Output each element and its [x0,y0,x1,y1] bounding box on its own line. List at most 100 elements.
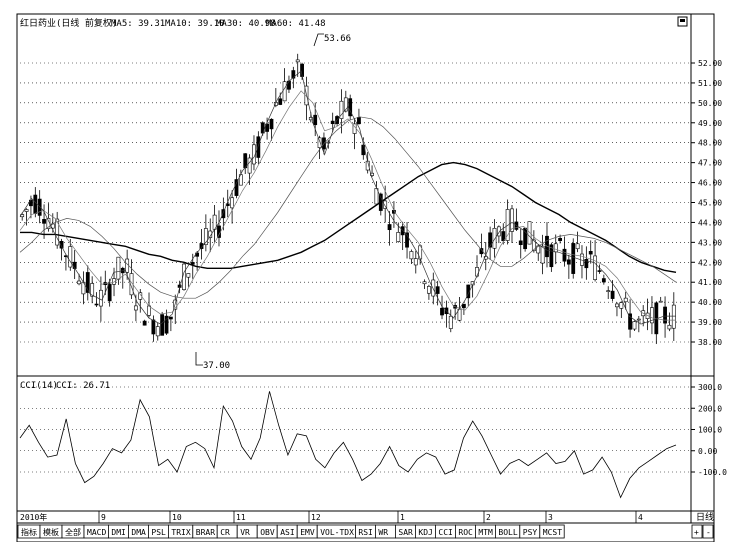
price-annotations: 53.66 37.00 [195,33,351,371]
tab-label: MTM [478,528,493,537]
candle-body [221,209,226,219]
candle-body [265,123,269,132]
tab-label: RSI [358,528,373,537]
candle-body [55,218,60,246]
candle-body [313,114,318,126]
cci-tick-label: 200.0 [698,404,722,413]
candle-body [475,267,479,277]
time-label: 11 [236,513,246,522]
price-tick-label: 39.00 [698,318,722,327]
candle-body [317,137,322,148]
candle-body [42,219,46,224]
candle-body [584,258,589,269]
candle-body [435,286,440,294]
tab-label: MCST [543,528,562,537]
candle-body [527,221,532,245]
candle-body [610,290,615,299]
ma-line-ma5 [19,70,676,325]
zoom-in-button[interactable] [691,524,703,539]
candle-body [33,194,38,214]
candle-body [623,297,628,303]
price-tick-label: 47.00 [698,159,722,168]
candle-body [295,59,300,63]
zoom-out-button[interactable] [702,524,714,539]
candle-body [413,258,418,266]
candle-body [133,305,138,311]
candle-body [151,319,156,335]
indicator-name: CCI(14) [20,381,58,391]
low-marker [195,352,203,366]
cci-line [19,391,677,499]
zoom-in-label: + [694,528,699,537]
candle-body [531,239,536,252]
candle-body [422,281,427,285]
tab-label: 指标 [21,527,37,537]
cci-axis: 300.0 200.0 100.0 0.00 -100.0 [691,383,727,477]
tab-label: BOLL [498,528,517,537]
candle-body [85,272,90,293]
candle-body [308,117,313,121]
time-label: 3 [548,513,553,522]
candle-body [90,283,95,297]
candle-body [588,251,593,255]
candle-body [217,225,221,238]
candle-body [483,256,488,260]
candle-body [405,232,409,248]
candle-body [663,306,667,324]
candle-body [628,313,632,330]
candle-body [562,248,567,262]
ma-line-ma10 [19,90,676,321]
candle-body [518,240,523,246]
period-label: 日线 [696,511,714,523]
price-tick-label: 50.00 [698,99,722,108]
cci-gridlines [20,386,690,473]
candle-body [190,262,195,265]
candle-body [64,255,68,258]
tab-label: DMI [111,528,126,537]
chart-border [16,13,715,543]
candle-body [59,240,64,249]
time-label: 10 [172,513,182,522]
candle-body [203,228,208,245]
candle-body [505,209,510,241]
time-label: 9 [101,513,106,522]
candle-body [256,136,261,158]
tab-label: VR [240,528,250,537]
candle-body [247,157,252,174]
candle-body [658,300,663,303]
candle-body [278,98,283,105]
ma10-readout: MA10: 39.10 [165,19,225,29]
candle-body [77,280,81,285]
candle-body [269,118,274,130]
ma-line-ma30 [19,116,677,299]
candle-body [540,245,545,264]
time-label: 1 [400,513,405,522]
candle-body [291,70,296,79]
tab-label: ASI [280,528,295,537]
candle-body [601,278,606,283]
price-tick-label: 42.00 [698,258,722,267]
price-tick-label: 46.00 [698,179,722,188]
tab-mcst[interactable] [539,524,565,539]
price-tick-label: 43.00 [698,238,722,247]
candle-body [287,80,291,90]
ma5-readout: MA5: 39.31 [111,19,165,29]
zoom-out-label: - [706,528,711,537]
price-tick-label: 52.00 [698,59,722,68]
price-tick-label: 45.00 [698,199,722,208]
candle-body [155,326,160,337]
candle-body [636,318,641,321]
candle-body [24,209,29,212]
candle-body [566,259,571,265]
tab-label: KDJ [418,528,432,537]
candle-body [330,120,335,125]
tab-label: PSY [523,528,538,537]
candle-body [339,100,344,119]
tab-label: OBV [260,528,275,537]
candle-body [409,251,414,260]
candle-body [466,284,471,299]
ma-line-ma60 [20,161,677,273]
candle-body [549,244,554,268]
price-tick-label: 40.00 [698,298,722,307]
tab-label: MACD [87,528,106,537]
